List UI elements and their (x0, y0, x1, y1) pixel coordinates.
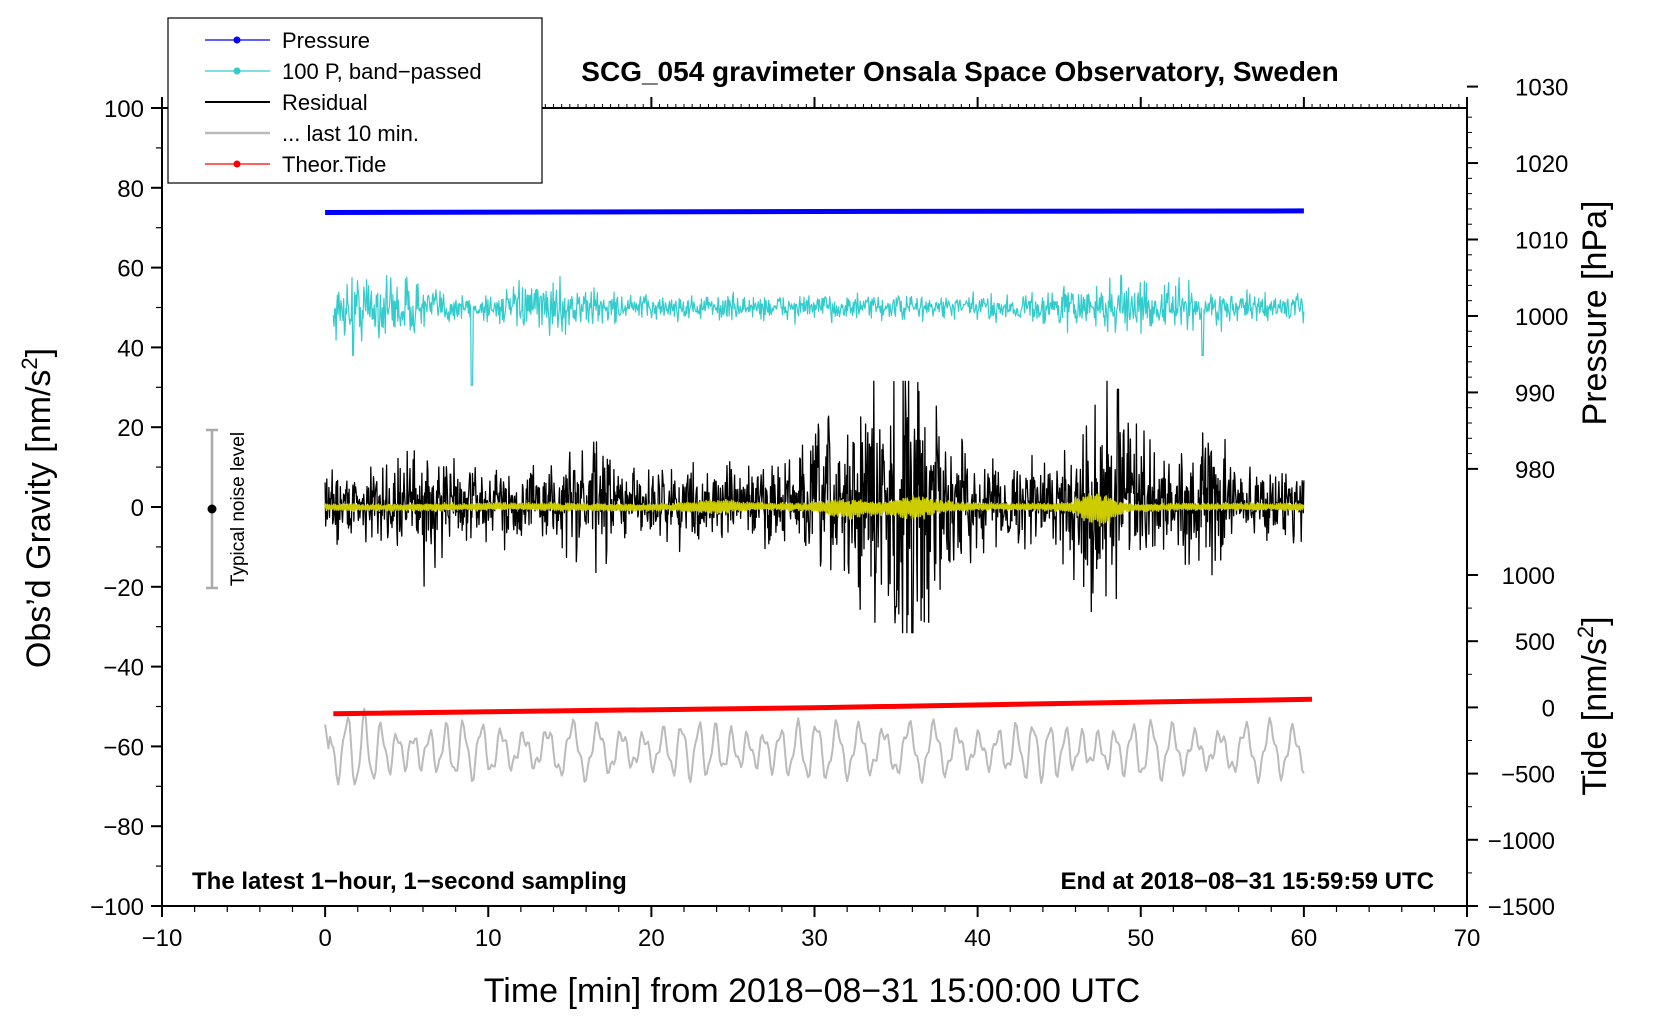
chart-title: SCG_054 gravimeter Onsala Space Observat… (581, 56, 1338, 87)
legend-pressure-dot (233, 36, 241, 44)
legend-pressure-label: Pressure (282, 28, 370, 53)
tide-tick-label: −1000 (1488, 828, 1555, 855)
ticks-layer: −10 0 10 20 30 40 50 60 70100806040200−20−40−60−… (90, 75, 1568, 952)
y-tick-label: −100 (90, 894, 144, 921)
y-tick-label: 40 (117, 335, 144, 362)
legend-item-last10: ... last 10 min. (205, 121, 419, 146)
legend-last10-label: ... last 10 min. (282, 121, 419, 146)
legend-residual-label: Residual (282, 90, 368, 115)
legend: Pressure 100 P, band−passed Residual ...… (167, 17, 543, 184)
pressure-tick-label: 1010 (1515, 228, 1568, 255)
noise-bar-center-dot (207, 504, 217, 514)
y-tick-label: −80 (103, 814, 144, 841)
y-tick-label: 100 (104, 96, 144, 123)
series-layer (324, 208, 1313, 786)
series-pressure (325, 208, 1304, 215)
tide-tick-label: 500 (1515, 629, 1555, 656)
tide-tick-label: 1000 (1502, 563, 1555, 590)
x-tick-label: 70 (1454, 925, 1481, 952)
y-axis-title-tide: Tide [nm/s2] (1573, 616, 1614, 795)
series-residual-lowpass (324, 492, 1305, 527)
legend-item-residual: Residual (205, 90, 368, 115)
legend-tide-label: Theor.Tide (282, 152, 386, 177)
y-tick-label: −20 (103, 575, 144, 602)
y-tick-label: 80 (117, 176, 144, 203)
tide-tick-label: −1500 (1488, 894, 1555, 921)
legend-bandpassed-dot (233, 67, 241, 75)
legend-item-pressure: Pressure (205, 28, 370, 53)
pressure-tick-label: 1020 (1515, 151, 1568, 178)
noise-bar: Typical noise level (206, 428, 249, 590)
x-tick-label: 50 (1127, 925, 1154, 952)
legend-item-bandpassed: 100 P, band−passed (205, 59, 482, 84)
pressure-tick-label: 980 (1515, 457, 1555, 484)
series-bandpassed-pressure (332, 275, 1305, 386)
noise-bar-label: Typical noise level (228, 432, 249, 586)
legend-bandpassed-label: 100 P, band−passed (282, 59, 482, 84)
pressure-tick-label: 1030 (1515, 75, 1568, 102)
y-tick-label: 0 (131, 495, 144, 522)
legend-box (167, 17, 543, 184)
y-axis-title-left: Obs’d Gravity [nm/s2] (17, 348, 58, 668)
y-axis-title-pressure: Pressure [hPa] (1576, 201, 1614, 426)
tide-tick-label: 0 (1542, 695, 1555, 722)
pressure-tick-label: 990 (1515, 380, 1555, 407)
x-axis-title: Time [min] from 2018−08−31 15:00:00 UTC (484, 972, 1140, 1010)
legend-tide-dot (233, 160, 241, 168)
series-theoretical-tide (333, 696, 1313, 717)
x-tick-label: 0 (318, 925, 331, 952)
tide-tick-label: −500 (1501, 762, 1555, 789)
x-tick-label: −10 (142, 925, 183, 952)
plot-frame (161, 107, 1468, 907)
pressure-tick-label: 1000 (1515, 304, 1568, 331)
legend-item-tide: Theor.Tide (205, 152, 386, 177)
y-tick-label: 60 (117, 256, 144, 283)
x-tick-label: 40 (964, 925, 991, 952)
y-tick-label: −40 (103, 655, 144, 682)
y-tick-label: 20 (117, 415, 144, 442)
y-tick-label: −60 (103, 734, 144, 761)
series-last-10-min (324, 707, 1305, 786)
x-tick-label: 30 (801, 925, 828, 952)
x-tick-label: 60 (1291, 925, 1318, 952)
x-tick-label: 10 (475, 925, 502, 952)
series-residual (324, 380, 1305, 634)
x-tick-label: 20 (638, 925, 665, 952)
annotation-sampling: The latest 1−hour, 1−second sampling (192, 868, 627, 895)
annotation-end-time: End at 2018−08−31 15:59:59 UTC (1060, 868, 1434, 895)
